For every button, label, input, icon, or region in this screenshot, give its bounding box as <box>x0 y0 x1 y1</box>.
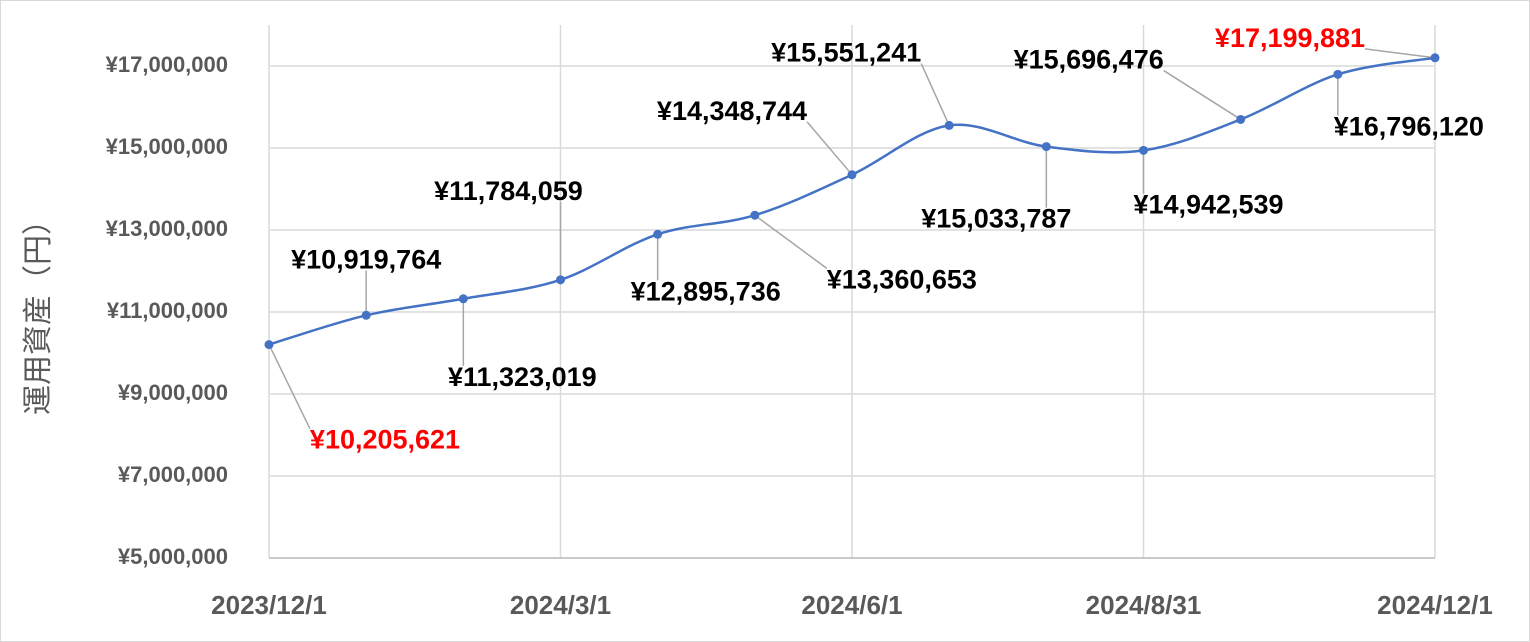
marker <box>944 120 954 130</box>
value-label: ¥15,551,241 <box>771 38 921 68</box>
marker <box>1430 53 1440 63</box>
y-tick-label: ¥5,000,000 <box>118 544 228 569</box>
y-axis-label: 運用資産（円） <box>22 205 55 415</box>
value-label: ¥13,360,653 <box>827 264 977 294</box>
marker <box>556 275 565 285</box>
x-tick-label: 2023/12/1 <box>211 590 327 620</box>
value-label: ¥12,895,736 <box>631 276 781 306</box>
y-tick-label: ¥15,000,000 <box>106 134 228 159</box>
x-tick-label: 2024/6/1 <box>801 590 902 620</box>
value-label: ¥16,796,120 <box>1334 111 1484 141</box>
leader-line <box>806 121 853 176</box>
value-label: ¥15,033,787 <box>921 204 1071 234</box>
value-label: ¥11,784,059 <box>434 176 583 206</box>
value-label: ¥17,199,881 <box>1215 23 1365 53</box>
value-label: ¥11,323,019 <box>448 362 597 392</box>
marker <box>361 310 371 320</box>
leader-line <box>1163 69 1242 121</box>
y-tick-label: ¥13,000,000 <box>106 216 228 241</box>
marker <box>750 210 760 220</box>
marker <box>1139 145 1148 155</box>
y-tick-label: ¥11,000,000 <box>107 298 228 323</box>
value-label: ¥14,348,744 <box>657 96 807 126</box>
leader-line <box>754 214 828 269</box>
value-label: ¥10,205,621 <box>310 425 460 455</box>
marker <box>1333 69 1343 79</box>
marker <box>653 229 663 239</box>
y-tick-label: ¥7,000,000 <box>118 462 228 487</box>
x-tick-label: 2024/8/31 <box>1086 590 1202 620</box>
leader-line <box>1364 48 1436 59</box>
x-tick-label: 2024/3/1 <box>510 590 611 620</box>
marker <box>847 170 857 180</box>
marker <box>1041 142 1051 152</box>
marker <box>1236 114 1246 124</box>
value-label: ¥15,696,476 <box>1014 45 1164 75</box>
y-tick-label: ¥17,000,000 <box>106 52 228 77</box>
leader-line <box>268 344 311 430</box>
y-tick-label: ¥9,000,000 <box>118 380 228 405</box>
x-tick-label: 2024/12/1 <box>1377 590 1493 620</box>
marker <box>264 340 274 350</box>
value-label: ¥10,919,764 <box>291 244 441 274</box>
value-label: ¥14,942,539 <box>1133 189 1283 219</box>
leader-line <box>920 63 950 126</box>
marker <box>458 294 468 304</box>
